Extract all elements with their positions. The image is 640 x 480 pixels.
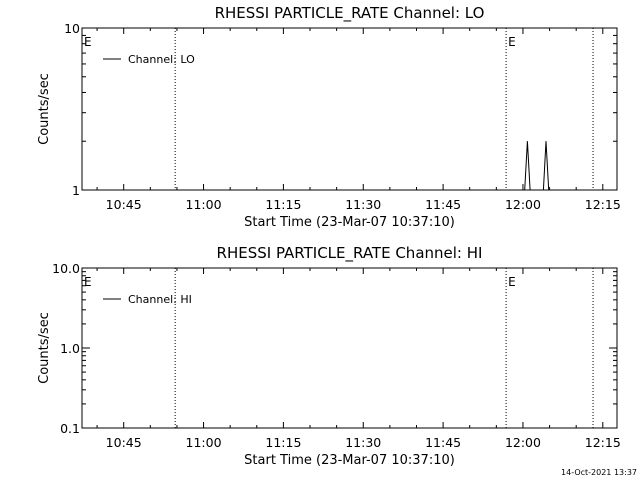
x-tick-label: 11:30 — [345, 197, 381, 212]
series-line-channel-lo — [82, 141, 556, 191]
y-axis-label: Counts/sec — [37, 312, 52, 384]
chart-title: RHESSI PARTICLE_RATE Channel: LO — [215, 4, 485, 23]
y-tick-label: 1.0 — [60, 341, 80, 356]
plot-frame — [81, 267, 618, 429]
event-marker: E — [508, 275, 516, 289]
x-tick-label: 11:15 — [265, 197, 301, 212]
x-tick-label: 12:15 — [585, 435, 621, 450]
event-marker: E — [84, 275, 92, 289]
x-tick-label: 10:45 — [106, 435, 142, 450]
legend-entry: Channel: LO — [128, 53, 195, 66]
y-axis-label: Counts/sec — [37, 73, 52, 145]
x-tick-label: 11:45 — [425, 197, 461, 212]
y-tick-label: 10.0 — [52, 261, 80, 276]
x-tick-label: 11:30 — [345, 435, 381, 450]
x-axis-label: Start Time (23-Mar-07 10:37:10) — [244, 215, 455, 230]
x-tick-label: 12:00 — [505, 435, 541, 450]
chart-title: RHESSI PARTICLE_RATE Channel: HI — [217, 244, 483, 263]
footer-timestamp: 14-Oct-2021 13:37 — [561, 468, 637, 477]
y-tick-label: 10 — [64, 21, 80, 36]
event-marker: E — [508, 35, 516, 49]
x-tick-label: 11:00 — [186, 435, 222, 450]
x-tick-label: 10:45 — [106, 197, 142, 212]
legend-entry: Channel: HI — [128, 293, 192, 306]
chart-panel-1: RHESSI PARTICLE_RATE Channel: LO 10:45 11:… — [37, 4, 621, 230]
x-axis-label: Start Time (23-Mar-07 10:37:10) — [244, 453, 455, 468]
x-tick-label: 11:15 — [265, 435, 301, 450]
x-tick-label: 11:00 — [186, 197, 222, 212]
x-tick-label: 11:45 — [425, 435, 461, 450]
x-tick-label: 12:00 — [505, 197, 541, 212]
y-tick-label: 1 — [72, 183, 80, 198]
event-marker: E — [84, 35, 92, 49]
y-tick-label: 0.1 — [60, 421, 80, 436]
chart-panel-2: RHESSI PARTICLE_RATE Channel: HI 10:45 11:… — [37, 244, 621, 468]
x-tick-label: 12:15 — [585, 197, 621, 212]
